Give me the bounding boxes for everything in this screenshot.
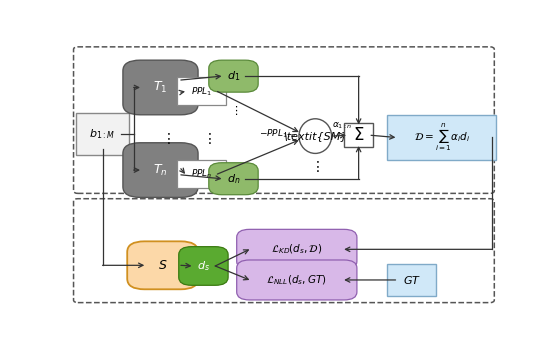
Text: $d_s$: $d_s$ — [197, 259, 210, 273]
FancyBboxPatch shape — [209, 60, 258, 92]
Text: $PPL_n$: $PPL_n$ — [191, 168, 212, 180]
Text: $T_1$: $T_1$ — [153, 80, 168, 95]
FancyBboxPatch shape — [237, 229, 357, 269]
Text: $T_n$: $T_n$ — [153, 163, 168, 177]
Ellipse shape — [299, 119, 332, 153]
Text: $\vdots$: $\vdots$ — [202, 131, 212, 146]
Text: \textit{SM}: \textit{SM} — [283, 131, 347, 141]
FancyBboxPatch shape — [209, 163, 258, 195]
Text: $GT$: $GT$ — [403, 274, 420, 286]
Text: $b_{1:M}$: $b_{1:M}$ — [89, 127, 116, 141]
FancyBboxPatch shape — [177, 78, 226, 106]
Text: $S$: $S$ — [158, 259, 167, 272]
FancyBboxPatch shape — [127, 242, 198, 289]
Text: $d_n$: $d_n$ — [227, 172, 240, 185]
Text: $-PPL_{1:n}$: $-PPL_{1:n}$ — [259, 127, 297, 140]
FancyBboxPatch shape — [177, 160, 226, 188]
Text: $\vdots$: $\vdots$ — [230, 104, 239, 117]
FancyBboxPatch shape — [387, 264, 437, 296]
FancyBboxPatch shape — [123, 60, 198, 115]
Text: $\mathcal{L}_{KD}(d_s, \mathcal{D})$: $\mathcal{L}_{KD}(d_s, \mathcal{D})$ — [271, 243, 322, 256]
FancyBboxPatch shape — [179, 247, 228, 285]
Text: $\Sigma$: $\Sigma$ — [353, 126, 365, 144]
FancyBboxPatch shape — [76, 113, 130, 155]
Text: $\vdots$: $\vdots$ — [310, 159, 320, 174]
Text: $\vdots$: $\vdots$ — [161, 131, 171, 146]
FancyBboxPatch shape — [123, 143, 198, 197]
Text: $d_1$: $d_1$ — [227, 69, 240, 83]
Text: $\alpha_{1:n}$: $\alpha_{1:n}$ — [332, 120, 352, 131]
Text: $\mathcal{D}=\sum_{i=1}^{n}\alpha_i d_i$: $\mathcal{D}=\sum_{i=1}^{n}\alpha_i d_i$ — [413, 121, 470, 153]
Text: $\mathcal{L}_{NLL}(d_s, GT)$: $\mathcal{L}_{NLL}(d_s, GT)$ — [266, 273, 327, 287]
FancyBboxPatch shape — [387, 115, 496, 160]
FancyBboxPatch shape — [344, 123, 373, 147]
FancyBboxPatch shape — [237, 260, 357, 300]
Text: $PPL_1$: $PPL_1$ — [191, 85, 212, 98]
